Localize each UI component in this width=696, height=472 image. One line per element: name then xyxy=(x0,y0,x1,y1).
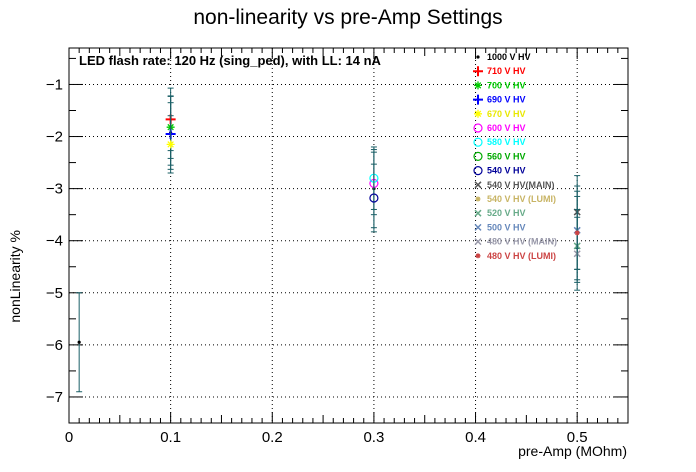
data-point xyxy=(76,292,83,393)
y-tick-label: −4 xyxy=(46,233,63,250)
legend-marker xyxy=(474,209,482,217)
chart-title: non-linearity vs pre-Amp Settings xyxy=(193,6,502,29)
legend-entry: 520 V HV xyxy=(474,208,526,218)
legend-label: 1000 V HV xyxy=(487,52,531,62)
legend-marker xyxy=(475,196,481,202)
legend-label: 480 V HV (MAIN) xyxy=(487,237,557,247)
data-marker xyxy=(77,340,81,344)
legend-marker xyxy=(474,109,482,118)
grid-lines xyxy=(69,48,628,423)
legend-label: 560 V HV xyxy=(487,151,526,161)
legend-marker xyxy=(474,238,482,246)
x-tick-label: 0.2 xyxy=(262,429,283,446)
x-tick-label: 0.5 xyxy=(567,429,588,446)
legend-marker xyxy=(473,137,483,147)
data-point xyxy=(574,195,581,270)
legend-entry: 540 V HV (LUMI) xyxy=(475,194,556,204)
legend-marker xyxy=(474,223,482,231)
x-tick-label: 0.4 xyxy=(465,429,486,446)
legend-entry: 480 V HV (MAIN) xyxy=(474,237,557,247)
legend-label: 520 V HV xyxy=(487,208,526,218)
legend-entry: 540 V HV xyxy=(473,166,526,176)
axis-ticks xyxy=(68,48,629,424)
data-marks xyxy=(76,87,581,393)
legend-label: 600 V HV xyxy=(487,123,526,133)
legend-marker xyxy=(474,81,482,90)
data-point xyxy=(369,163,379,233)
legend-entry: 1000 V HV xyxy=(476,52,531,62)
data-marker xyxy=(574,230,580,236)
y-tick-label: −5 xyxy=(46,285,63,302)
legend-entry: 560 V HV xyxy=(473,151,526,161)
legend-label: 540 V HV xyxy=(487,166,526,176)
legend-label: 580 V HV xyxy=(487,137,526,147)
y-tick-label: −1 xyxy=(46,76,63,93)
legend-entry: 480 V HV (LUMI) xyxy=(475,251,556,261)
legend-label: 710 V HV xyxy=(487,66,526,76)
legend: 1000 V HV 710 V HV 700 V HV 690 V HV 670 V H… xyxy=(473,52,557,261)
y-axis-label: nonLinearity % xyxy=(7,230,23,323)
legend-entry: 500 V HV xyxy=(474,222,526,232)
legend-entry: 540 V HV(MAIN) xyxy=(474,180,555,190)
tick-labels: 0 0.1 0.2 0.3 0.4 0.5 −7 −6 −5 −4 −3 −2 −1 xyxy=(46,76,588,446)
y-tick-label: −2 xyxy=(46,129,63,146)
legend-marker xyxy=(473,94,483,105)
x-tick-label: 0.1 xyxy=(160,429,181,446)
legend-marker xyxy=(473,123,483,133)
legend-entry: 670 V HV xyxy=(474,109,526,119)
legend-marker xyxy=(474,181,482,189)
legend-marker xyxy=(475,253,481,259)
legend-marker xyxy=(476,55,480,59)
legend-label: 500 V HV xyxy=(487,222,526,232)
legend-entry: 600 V HV xyxy=(473,123,526,133)
legend-entry: 700 V HV xyxy=(474,80,526,90)
legend-marker xyxy=(473,66,483,77)
plot-frame xyxy=(68,47,629,424)
legend-entry: 710 V HV xyxy=(473,66,526,77)
data-point xyxy=(166,115,175,174)
data-marker xyxy=(369,193,379,203)
data-marker xyxy=(166,140,175,149)
legend-label: 690 V HV xyxy=(487,95,526,105)
x-tick-label: 0.3 xyxy=(363,429,384,446)
legend-marker xyxy=(473,166,483,176)
legend-label: 670 V HV xyxy=(487,109,526,119)
legend-label: 480 V HV (LUMI) xyxy=(487,251,556,261)
legend-label: 540 V HV (LUMI) xyxy=(487,194,556,204)
chart-annotation: LED flash rate: 120 Hz (sing_ped), with … xyxy=(79,53,382,68)
legend-label: 700 V HV xyxy=(487,80,526,90)
y-tick-label: −7 xyxy=(46,389,63,406)
legend-label: 540 V HV(MAIN) xyxy=(487,180,555,190)
legend-marker xyxy=(473,151,483,161)
legend-entry: 580 V HV xyxy=(473,137,526,147)
y-tick-label: −6 xyxy=(46,337,63,354)
x-axis-label: pre-Amp (MOhm) xyxy=(518,443,627,459)
legend-entry: 690 V HV xyxy=(473,95,526,105)
y-tick-label: −3 xyxy=(46,181,63,198)
x-tick-label: 0 xyxy=(65,429,73,446)
